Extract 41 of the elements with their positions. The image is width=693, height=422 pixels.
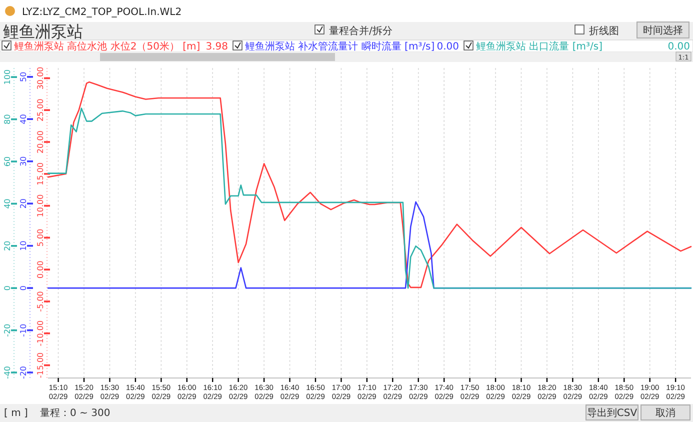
y-tick-label: 5.00	[36, 228, 45, 247]
chart-title: 鲤鱼洲泵站	[3, 22, 83, 41]
text: LYZ:LYZ_CM2_TOP_POOL.In.WL2	[22, 7, 182, 18]
text: 鲤鱼洲泵站 补水管流量计 瞬时流量 [m³/s]	[245, 40, 435, 52]
text: 折线图	[589, 25, 619, 37]
text: 鲤鱼洲泵站 高位水池 水位2（50米） [m]	[14, 40, 200, 52]
y-tick-label: 20.00	[36, 130, 45, 154]
y2-tick-label: 20	[19, 198, 28, 209]
y-tick-label: -15.00	[36, 352, 45, 378]
text: [ m ]	[4, 408, 28, 419]
y3-tick-label: 40	[3, 198, 12, 209]
y-tick-label: 15.00	[36, 162, 45, 186]
y3-tick-label: 60	[3, 156, 12, 167]
y-tick-label: 0.00	[36, 260, 45, 278]
text: 0.00	[668, 42, 690, 52]
y-tick-label: 10.00	[36, 194, 45, 218]
y3-tick-label: -40	[3, 366, 12, 380]
y3-tick-label: 80	[3, 114, 12, 124]
text: 3.98	[206, 42, 228, 52]
y-tick-label: -10.00	[36, 320, 45, 346]
y-tick-label: 25.00	[36, 98, 45, 122]
y3-tick-label: 100	[3, 69, 12, 85]
y2-tick-label: 0	[19, 285, 28, 291]
y3-tick-label: -20	[3, 324, 12, 337]
text: 导出到CSV	[586, 407, 638, 419]
y2-tick-label: 10	[19, 240, 28, 251]
y2-tick-label: -20	[19, 366, 28, 380]
text: 鲤鱼洲泵站 出口流量 [m³/s]	[476, 40, 603, 52]
y2-tick-label: 30	[19, 156, 28, 166]
y2-tick-label: -10	[19, 324, 28, 337]
y2-tick-label: 40	[19, 114, 28, 124]
y2-tick-label: 50	[19, 72, 28, 82]
y3-tick-label: 20	[3, 240, 12, 251]
text: 时间选择	[643, 24, 683, 36]
y-tick-label: -5.00	[36, 291, 45, 312]
text: 取消	[656, 407, 676, 419]
text: 0.00	[436, 42, 459, 52]
y3-tick-label: 0	[3, 286, 12, 291]
y-tick-label: 30.00	[36, 66, 45, 90]
text: 量程：0 ~ 300	[40, 408, 110, 419]
text: 量程合并/拆分	[329, 25, 392, 37]
